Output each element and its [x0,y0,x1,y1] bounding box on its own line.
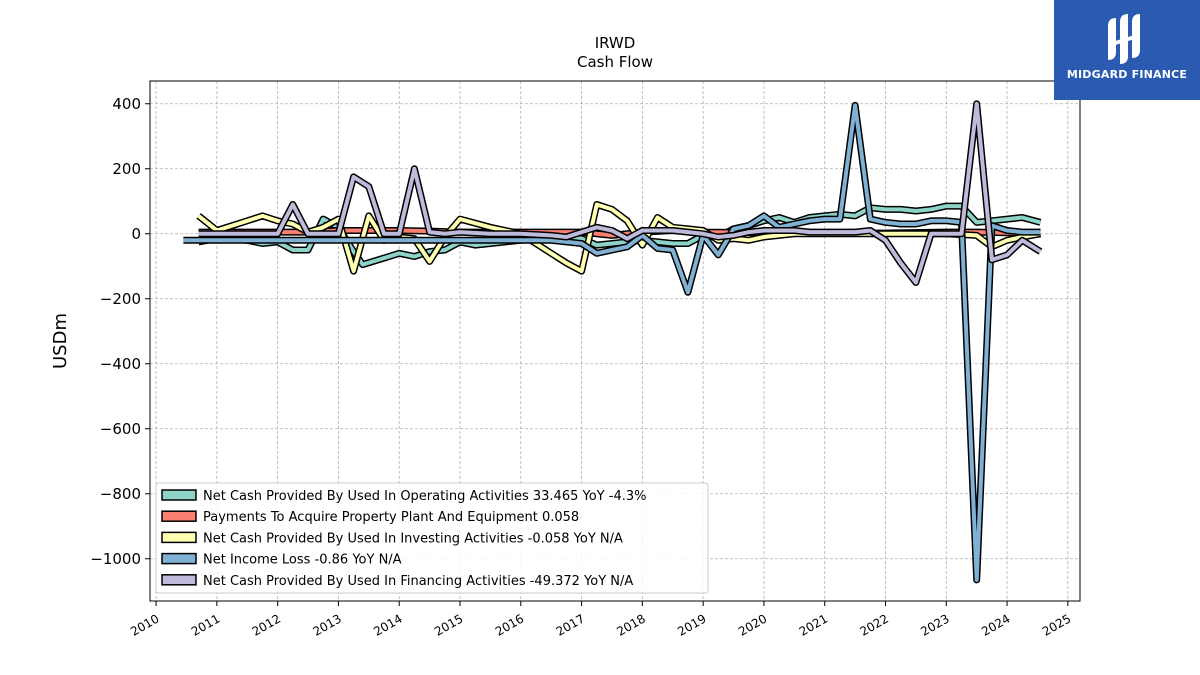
x-tick-label: 2025 [1040,611,1073,638]
legend-swatch [161,510,197,522]
series-4 [198,100,1043,286]
x-tick-label: 2012 [250,611,283,638]
legend-label: Net Cash Provided By Used In Investing A… [203,531,623,546]
x-tick-label: 2020 [736,611,769,638]
plot-frame [149,80,1081,602]
y-axis-label: USDm [50,313,71,369]
x-axis: 2010 2011 2012 2013 2014 2015 2016 2017 2018 2019… [128,601,1073,639]
legend-label: Payments To Acquire Property Plant And E… [203,510,579,525]
legend-swatch [161,531,197,544]
y-tick-label: 400 [112,95,141,113]
x-tick-label: 2011 [189,611,222,638]
legend-label: Net Income Loss -0.86 YoY N/A [203,553,402,568]
x-tick-label: 2010 [128,611,161,638]
legend-swatch [161,552,197,565]
y-tick-label: −800 [100,485,141,503]
x-tick-label: 2022 [858,611,891,638]
chart-subtitle: Cash Flow [577,53,653,71]
legend-label: Net Cash Provided By Used In Financing A… [203,574,633,589]
x-tick-label: 2019 [675,611,708,638]
y-tick-label: −400 [100,355,141,373]
grid [150,81,1080,601]
y-tick-label: −600 [100,420,141,438]
y-tick-label: 200 [112,160,141,178]
legend-box [155,482,709,594]
x-tick-label: 2014 [371,611,404,638]
x-tick-label: 2015 [432,611,465,638]
x-tick-label: 2016 [493,611,526,638]
y-tick-label: −200 [100,290,141,308]
chart-title: IRWD [595,34,636,52]
legend-label: Net Cash Provided By Used In Operating A… [203,489,646,504]
legend: Net Cash Provided By Used In Operating A… [155,482,709,594]
y-axis: 400 200 0 −200 −400 −600 −800 −1000 [90,95,150,568]
series-line [198,101,1042,285]
series-line-outline [198,100,1043,286]
legend-swatch [161,574,197,586]
x-tick-label: 2017 [554,611,587,638]
x-tick-label: 2013 [310,611,343,638]
logo-mark-icon [1108,14,1140,64]
logo-text: MIDGARD FINANCE [1066,68,1188,81]
x-tick-label: 2021 [797,611,830,638]
x-tick-label: 2023 [918,611,951,638]
y-tick-label: 0 [131,225,141,243]
legend-swatch [161,489,197,501]
midgard-finance-logo: MIDGARD FINANCE [1054,0,1200,100]
x-tick-label: 2018 [614,611,647,638]
y-tick-label: −1000 [90,550,141,568]
series-lines [183,100,1043,584]
x-tick-label: 2024 [979,611,1012,638]
